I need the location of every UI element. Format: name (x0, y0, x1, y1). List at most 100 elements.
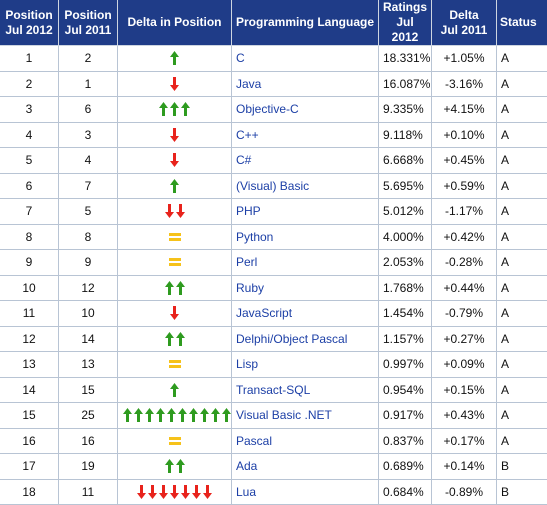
cell-language-link[interactable]: Transact-SQL (232, 377, 379, 403)
cell-position-2012: 1 (0, 46, 59, 72)
cell-rating: 0.689% (379, 454, 432, 480)
cell-position-2011: 25 (59, 403, 118, 429)
arrow-up-icon (176, 459, 185, 473)
cell-delta: +0.45% (432, 148, 497, 174)
cell-language-link[interactable]: Ada (232, 454, 379, 480)
arrow-down-icon (170, 77, 179, 91)
cell-language-link[interactable]: Delphi/Object Pascal (232, 326, 379, 352)
cell-delta-position (118, 377, 232, 403)
cell-delta-position (118, 326, 232, 352)
cell-delta: -0.89% (432, 479, 497, 505)
cell-rating: 0.997% (379, 352, 432, 378)
arrow-up-icon (159, 102, 168, 116)
cell-status: A (497, 97, 547, 123)
cell-delta: +0.09% (432, 352, 497, 378)
cell-position-2012: 2 (0, 71, 59, 97)
cell-position-2011: 3 (59, 122, 118, 148)
cell-delta-position (118, 428, 232, 454)
cell-rating: 2.053% (379, 250, 432, 276)
cell-language-link[interactable]: C# (232, 148, 379, 174)
cell-position-2011: 8 (59, 224, 118, 250)
cell-language-link[interactable]: Pascal (232, 428, 379, 454)
arrow-up-icon (211, 408, 220, 422)
cell-position-2011: 16 (59, 428, 118, 454)
cell-language-link[interactable]: (Visual) Basic (232, 173, 379, 199)
cell-rating: 6.668% (379, 148, 432, 174)
cell-position-2011: 12 (59, 275, 118, 301)
cell-position-2011: 6 (59, 97, 118, 123)
cell-status: A (497, 403, 547, 429)
cell-delta: +0.15% (432, 377, 497, 403)
arrow-down-icon (148, 485, 157, 499)
cell-position-2012: 10 (0, 275, 59, 301)
cell-language-link[interactable]: Ruby (232, 275, 379, 301)
cell-rating: 0.917% (379, 403, 432, 429)
cell-status: B (497, 454, 547, 480)
header-delta-position: Delta in Position (118, 0, 232, 46)
cell-position-2011: 13 (59, 352, 118, 378)
cell-language-link[interactable]: PHP (232, 199, 379, 225)
cell-delta: -1.17% (432, 199, 497, 225)
cell-delta: +0.43% (432, 403, 497, 429)
equal-icon (169, 257, 181, 267)
cell-language-link[interactable]: Python (232, 224, 379, 250)
arrow-up-icon (165, 332, 174, 346)
equal-icon (169, 232, 181, 242)
cell-language-link[interactable]: C (232, 46, 379, 72)
cell-language-link[interactable]: Objective-C (232, 97, 379, 123)
cell-status: A (497, 301, 547, 327)
arrow-down-icon (170, 128, 179, 142)
equal-icon (169, 436, 181, 446)
cell-delta-position (118, 122, 232, 148)
cell-position-2011: 19 (59, 454, 118, 480)
cell-language-link[interactable]: C++ (232, 122, 379, 148)
cell-position-2011: 5 (59, 199, 118, 225)
cell-status: A (497, 71, 547, 97)
cell-delta: +0.27% (432, 326, 497, 352)
arrow-up-icon (222, 408, 231, 422)
cell-status: A (497, 46, 547, 72)
cell-status: B (497, 479, 547, 505)
cell-position-2011: 11 (59, 479, 118, 505)
cell-position-2011: 4 (59, 148, 118, 174)
cell-language-link[interactable]: Java (232, 71, 379, 97)
cell-rating: 9.118% (379, 122, 432, 148)
arrow-up-icon (200, 408, 209, 422)
cell-language-link[interactable]: JavaScript (232, 301, 379, 327)
cell-language-link[interactable]: Visual Basic .NET (232, 403, 379, 429)
cell-position-2012: 6 (0, 173, 59, 199)
cell-delta: +0.44% (432, 275, 497, 301)
cell-position-2012: 14 (0, 377, 59, 403)
arrow-down-icon (170, 485, 179, 499)
arrow-down-icon (137, 485, 146, 499)
arrow-down-icon (181, 485, 190, 499)
cell-status: A (497, 148, 547, 174)
cell-delta-position (118, 199, 232, 225)
cell-language-link[interactable]: Lisp (232, 352, 379, 378)
cell-language-link[interactable]: Lua (232, 479, 379, 505)
cell-rating: 5.695% (379, 173, 432, 199)
arrow-up-icon (178, 408, 187, 422)
cell-delta-position (118, 173, 232, 199)
cell-position-2011: 10 (59, 301, 118, 327)
cell-delta: -0.79% (432, 301, 497, 327)
cell-position-2012: 16 (0, 428, 59, 454)
cell-position-2012: 11 (0, 301, 59, 327)
cell-language-link[interactable]: Perl (232, 250, 379, 276)
cell-position-2012: 8 (0, 224, 59, 250)
cell-delta-position (118, 46, 232, 72)
cell-position-2011: 9 (59, 250, 118, 276)
cell-rating: 1.157% (379, 326, 432, 352)
cell-delta: -3.16% (432, 71, 497, 97)
cell-rating: 1.768% (379, 275, 432, 301)
